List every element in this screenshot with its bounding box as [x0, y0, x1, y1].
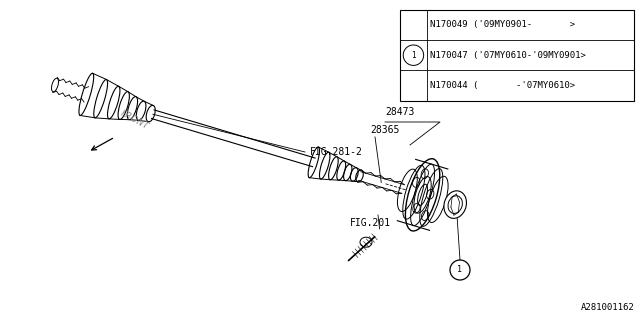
Text: N170049 ('09MY0901-       >: N170049 ('09MY0901- > [430, 20, 575, 29]
Ellipse shape [444, 191, 467, 218]
Text: 28365: 28365 [370, 125, 399, 135]
Text: FIG.201: FIG.201 [350, 218, 391, 228]
Text: N170044 (       -'07MY0610>: N170044 ( -'07MY0610> [430, 81, 575, 90]
Text: N170047 ('07MY0610-'09MY0901>: N170047 ('07MY0610-'09MY0901> [430, 51, 586, 60]
Text: 1: 1 [458, 266, 463, 275]
Text: FIG.281-2: FIG.281-2 [310, 147, 363, 157]
Bar [400, 10, 634, 101]
Text: FRONT: FRONT [119, 108, 150, 131]
Text: 1: 1 [411, 51, 416, 60]
Text: 28473: 28473 [385, 107, 414, 117]
Text: A281001162: A281001162 [581, 303, 635, 312]
